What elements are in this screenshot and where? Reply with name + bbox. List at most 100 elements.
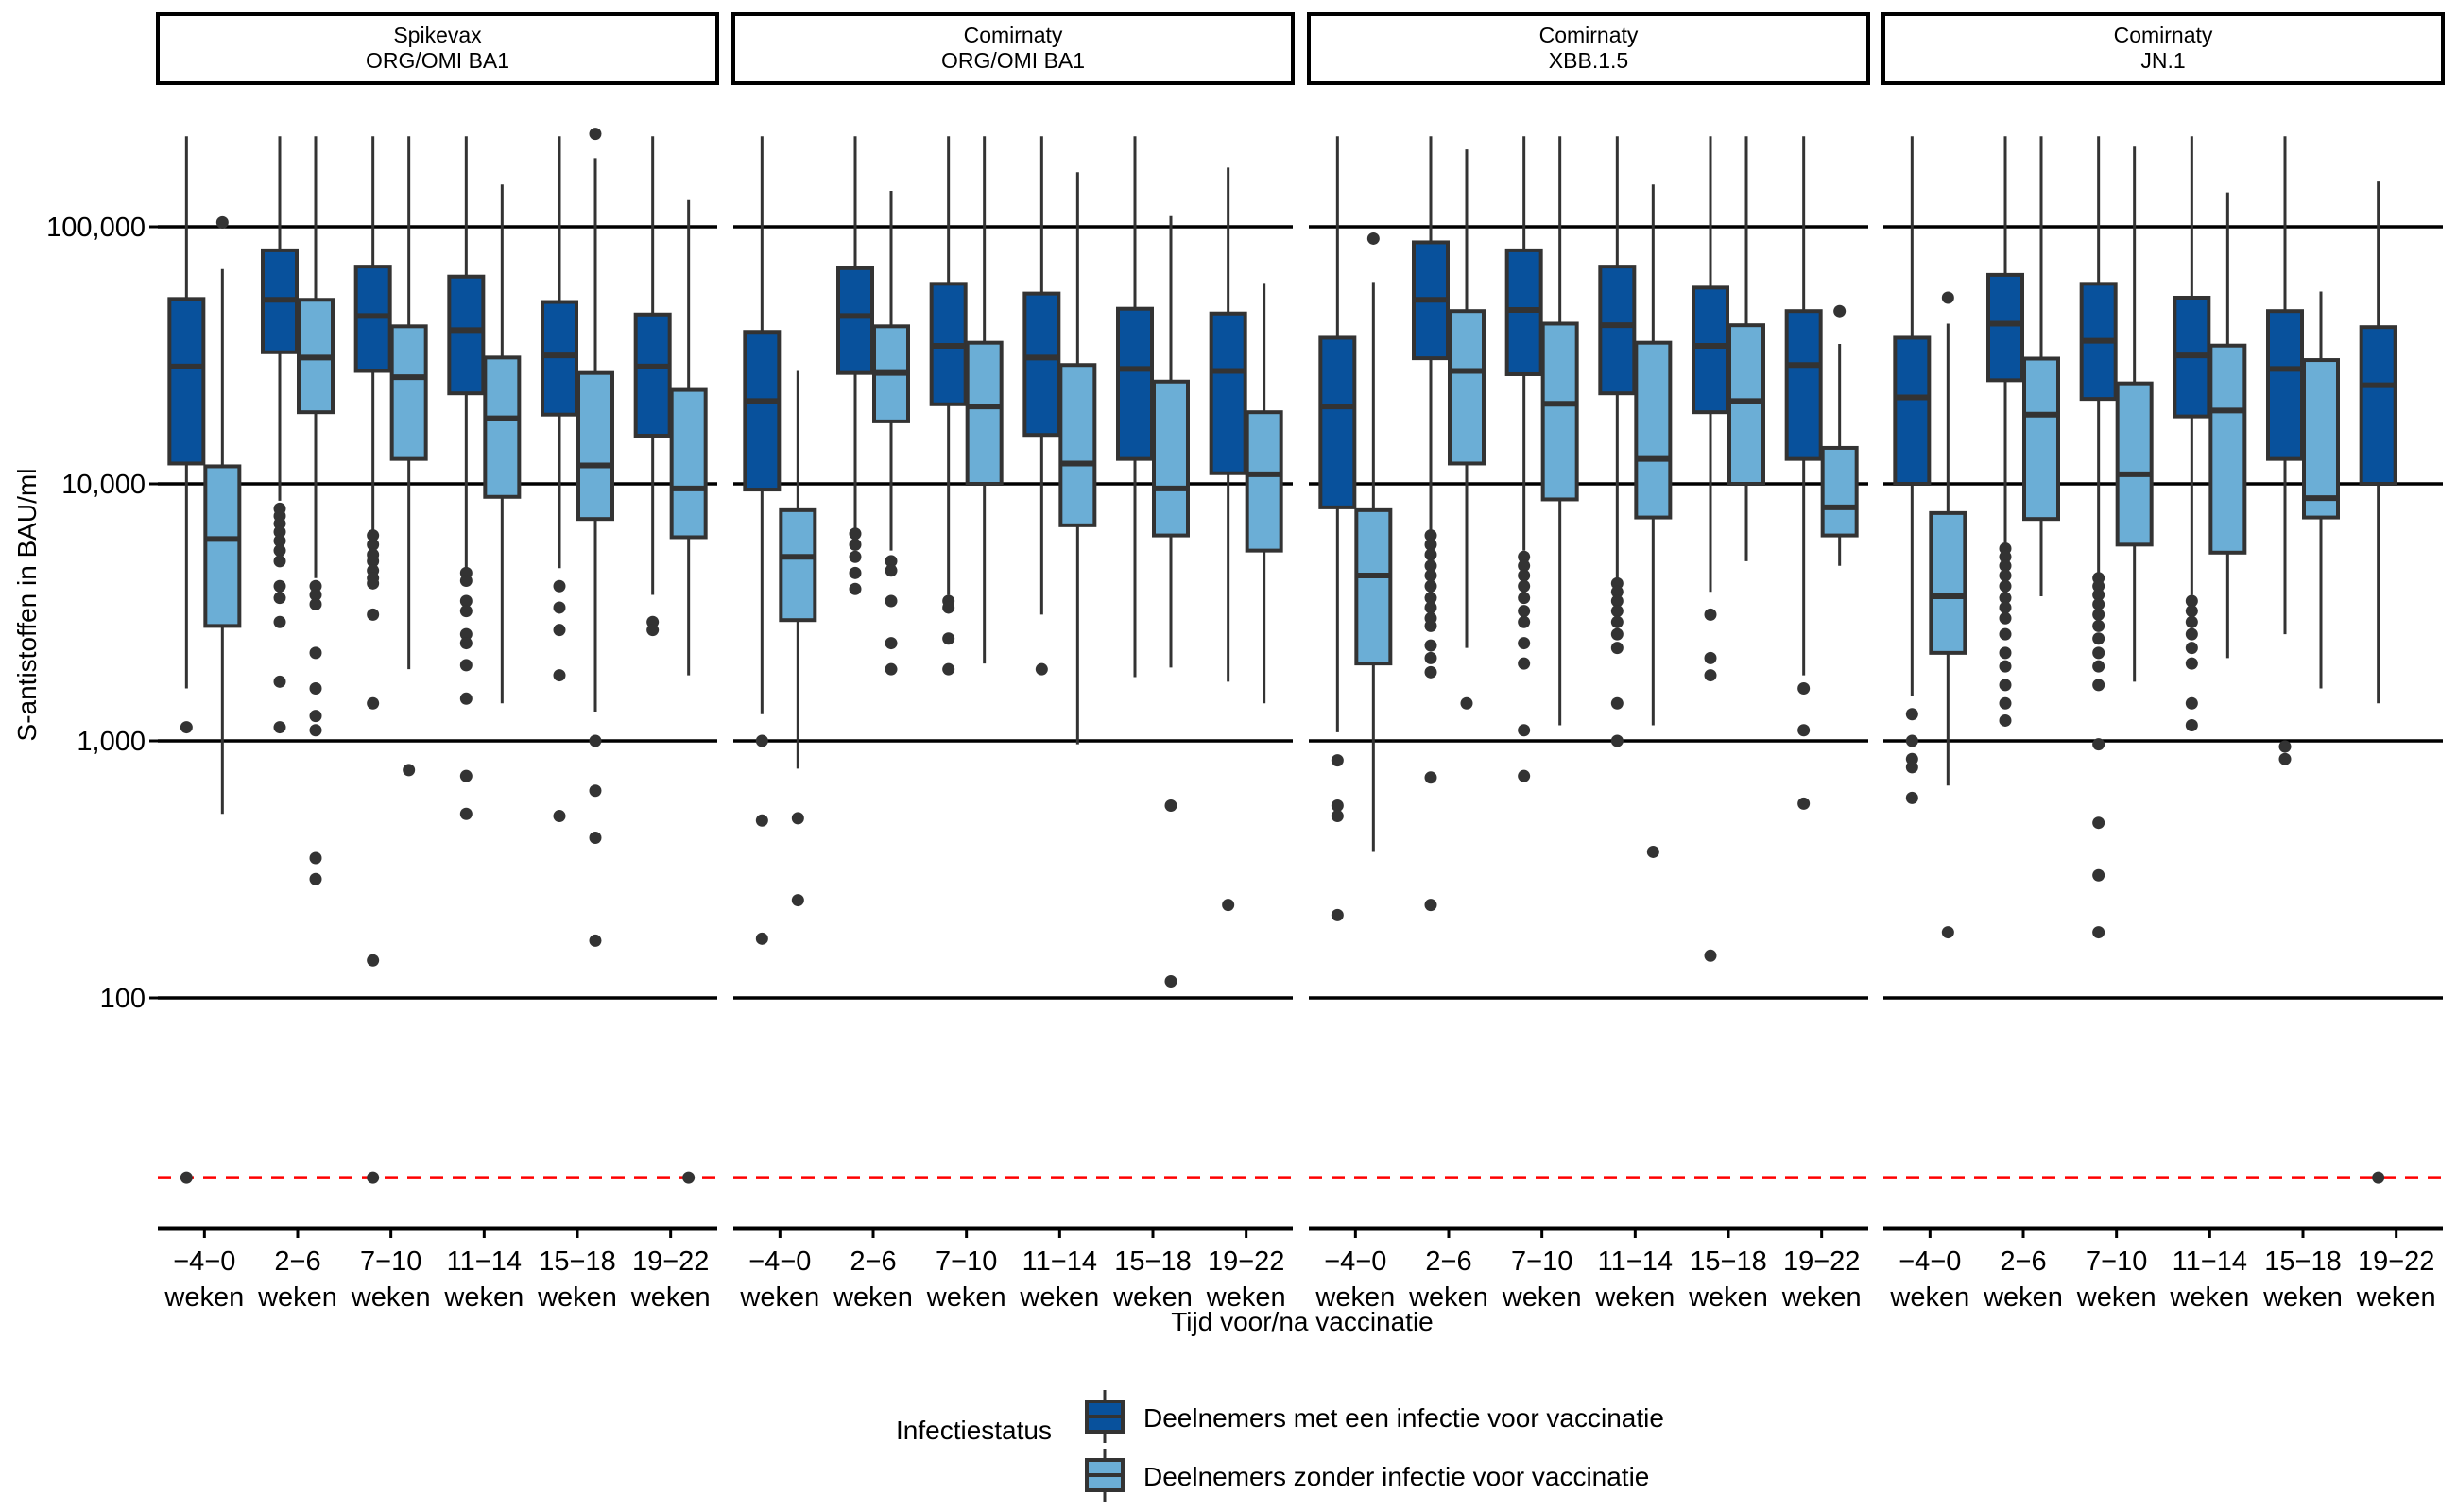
x-tick-label: 15−18 <box>1690 1246 1766 1277</box>
outlier-point <box>2185 627 2198 641</box>
outlier-point <box>1366 232 1380 245</box>
outlier-point <box>791 812 804 825</box>
outlier-point <box>849 550 862 563</box>
outlier-point <box>849 582 862 595</box>
outlier-point <box>367 538 380 551</box>
box <box>1354 232 1393 852</box>
box <box>2173 136 2211 731</box>
outlier-point <box>1999 569 2012 582</box>
outlier-point <box>2185 615 2198 628</box>
box <box>1152 215 1190 988</box>
box <box>1209 167 1247 912</box>
facet-strip-box <box>156 12 719 85</box>
outlier-point <box>1999 696 2012 710</box>
outlier-point <box>1704 949 1717 962</box>
y-tick-label: 1,000 <box>77 727 146 757</box>
box <box>965 136 1004 664</box>
outlier-point <box>273 544 286 558</box>
box <box>261 136 299 734</box>
outlier-point <box>1424 529 1437 542</box>
outlier-point <box>367 1171 380 1184</box>
outlier-point <box>553 810 566 823</box>
outlier-point <box>1518 550 1531 563</box>
box-rect <box>1209 311 1247 475</box>
box <box>1784 136 1823 810</box>
outlier-point <box>942 662 955 676</box>
x-tick-label: weken <box>443 1282 524 1313</box>
outlier-point <box>1518 579 1531 593</box>
outlier-point <box>180 1171 193 1184</box>
box <box>1022 136 1061 676</box>
outlier-point <box>459 659 472 672</box>
box-rect <box>447 274 486 396</box>
outlier-point <box>2092 619 2105 632</box>
outlier-point <box>215 215 229 229</box>
outlier-point <box>1704 608 1717 621</box>
x-tick-label: weken <box>1983 1282 2063 1313</box>
outlier-point <box>885 555 898 568</box>
outlier-point <box>1646 845 1659 858</box>
outlier-point <box>849 566 862 579</box>
outlier-point <box>2092 868 2105 882</box>
x-tick-label: −4−0 <box>173 1246 235 1277</box>
outlier-point <box>1518 724 1531 737</box>
outlier-point <box>2092 738 2105 751</box>
outlier-point <box>1424 651 1437 664</box>
box <box>1504 136 1543 782</box>
box-rect <box>1116 306 1154 461</box>
outlier-point <box>1704 651 1717 664</box>
box <box>353 136 392 1184</box>
outlier-point <box>1999 611 2012 625</box>
outlier-point <box>1999 592 2012 605</box>
box <box>1692 136 1729 962</box>
outlier-point <box>2092 588 2105 601</box>
box <box>2079 136 2118 939</box>
x-tick-label: weken <box>1688 1282 1768 1313</box>
outlier-point <box>1424 771 1437 784</box>
outlier-point <box>1035 662 1048 676</box>
box-rect <box>2302 358 2340 520</box>
outlier-point <box>2278 740 2292 753</box>
x-tick-label: −4−0 <box>1899 1246 1961 1277</box>
outlier-point <box>1424 665 1437 679</box>
outlier-point <box>1518 637 1531 650</box>
outlier-point <box>1424 538 1437 551</box>
outlier-point <box>2092 816 2105 830</box>
outlier-point <box>2092 660 2105 673</box>
outlier-point <box>1999 601 2012 614</box>
outlier-point <box>1999 660 2012 673</box>
box <box>2359 181 2397 1184</box>
outlier-point <box>180 721 193 734</box>
x-tick-label: 11−14 <box>1022 1246 1097 1277</box>
box <box>1540 136 1579 726</box>
outlier-point <box>755 932 768 945</box>
outlier-point <box>309 681 322 695</box>
outlier-point <box>1999 713 2012 727</box>
outlier-point <box>942 601 955 614</box>
outlier-point <box>1797 681 1811 695</box>
outlier-point <box>273 615 286 628</box>
outlier-point <box>682 1171 696 1184</box>
outlier-point <box>589 128 602 141</box>
box-rect <box>541 300 578 417</box>
outlier-point <box>2185 657 2198 670</box>
outlier-point <box>589 734 602 747</box>
box-rect <box>1058 363 1097 527</box>
y-tick-label: 100 <box>100 984 146 1014</box>
outlier-point <box>1331 908 1344 921</box>
outlier-point <box>1610 585 1624 598</box>
outlier-point <box>367 608 380 621</box>
outlier-point <box>1610 642 1624 655</box>
outlier-point <box>1999 559 2012 573</box>
x-tick-label: weken <box>739 1282 819 1313</box>
outlier-point <box>1424 639 1437 652</box>
x-tick-label: weken <box>1781 1282 1862 1313</box>
outlier-point <box>1424 601 1437 614</box>
outlier-point <box>1610 594 1624 608</box>
legend-label: Deelnemers met een infectie voor vaccina… <box>1143 1403 1664 1433</box>
outlier-point <box>1833 304 1847 318</box>
box-rect <box>1893 335 1932 486</box>
outlier-point <box>2092 646 2105 660</box>
